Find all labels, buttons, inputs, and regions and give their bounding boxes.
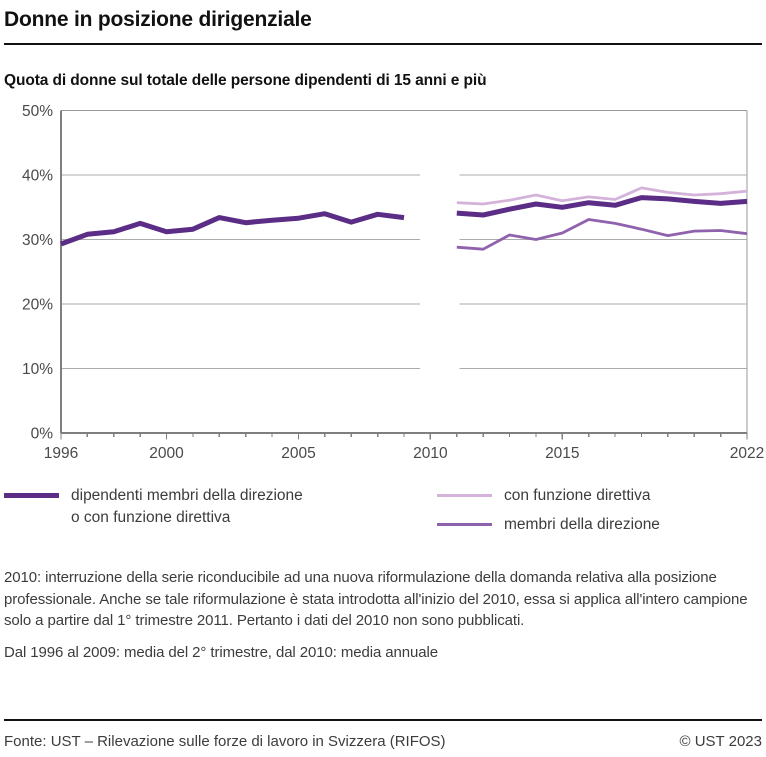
chart-legend: dipendenti membri della direzione o con … bbox=[4, 485, 762, 543]
series-line-0-seg-1 bbox=[456, 195, 748, 218]
legend-item-direttiva: con funzione direttiva bbox=[437, 485, 660, 507]
y-tick-label-30: 30% bbox=[22, 232, 53, 249]
legend-label-direttiva: con funzione direttiva bbox=[504, 487, 651, 504]
source-text: Fonte: UST – Rilevazione sulle forze di … bbox=[4, 733, 446, 750]
legend-column-left: dipendenti membri della direzione o con … bbox=[4, 485, 437, 536]
line-chart: 1996 2000 2005 2010 2015 2022 0% 10% 20% 30% 40% 50… bbox=[22, 103, 764, 462]
series-line-0-seg-0 bbox=[60, 211, 405, 247]
y-tick-label-40: 40% bbox=[22, 168, 53, 185]
legend-swatch-total bbox=[4, 493, 59, 498]
legend-swatch-direttiva bbox=[437, 494, 492, 497]
legend-column-right: con funzione direttiva membri della dire… bbox=[437, 485, 660, 543]
y-tick-label-0: 0% bbox=[31, 426, 54, 443]
chart-subtitle: Quota di donne sul totale delle persone … bbox=[4, 72, 487, 89]
page: Donne in posizione dirigenziale Quota di… bbox=[0, 7, 766, 750]
legend-item-direzione: membri della direzione bbox=[437, 514, 660, 536]
footnote-averaging: Dal 1996 al 2009: media del 2° trimestre… bbox=[4, 643, 438, 661]
copyright-text: © UST 2023 bbox=[679, 733, 763, 750]
legend-label-direzione: membri della direzione bbox=[504, 516, 660, 533]
x-tick-label-2010: 2010 bbox=[413, 445, 448, 462]
y-tick-label-10: 10% bbox=[22, 361, 53, 378]
page-title: Donne in posizione dirigenziale bbox=[4, 8, 312, 31]
x-tick-label-2000: 2000 bbox=[149, 445, 184, 462]
legend-swatch-direzione bbox=[437, 523, 492, 526]
x-tick-label-2005: 2005 bbox=[281, 445, 315, 462]
legend-label-total-line1: dipendenti membri della direzione bbox=[71, 487, 303, 504]
legend-label-total: dipendenti membri della direzione o con … bbox=[71, 485, 303, 529]
footnote-series-break: 2010: interruzione della serie riconduci… bbox=[4, 569, 748, 629]
series-line-1-seg-0 bbox=[456, 186, 748, 206]
title-divider bbox=[4, 43, 762, 45]
legend-label-total-line2: o con funzione direttiva bbox=[71, 509, 231, 526]
x-tick-label-1996: 1996 bbox=[44, 445, 78, 462]
y-tick-label-50: 50% bbox=[22, 103, 53, 120]
footer: Fonte: UST – Rilevazione sulle forze di … bbox=[4, 733, 762, 750]
x-tick-label-2022: 2022 bbox=[730, 445, 764, 462]
x-tick-label-2015: 2015 bbox=[545, 445, 579, 462]
legend-item-total: dipendenti membri della direzione o con … bbox=[4, 485, 437, 529]
series-line-2-seg-0 bbox=[456, 218, 748, 251]
y-tick-label-20: 20% bbox=[22, 297, 53, 314]
footer-divider bbox=[4, 719, 762, 721]
